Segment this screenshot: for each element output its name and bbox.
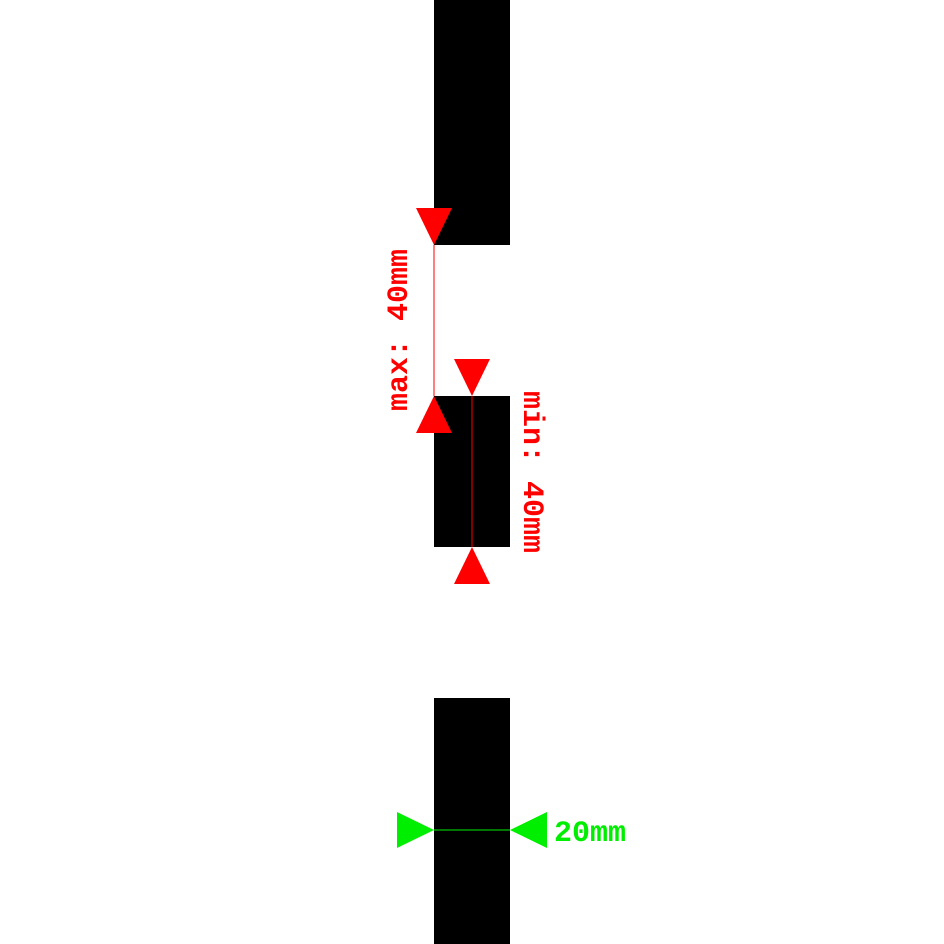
max-arrow-down-icon — [416, 208, 452, 245]
width-arrow-right-icon — [397, 812, 434, 848]
min-dimension-label: min: 40mm — [514, 391, 548, 553]
min-dash-dimension: min: 40mm — [454, 359, 548, 584]
width-dimension-label: 20mm — [554, 817, 626, 851]
max-gap-dimension: max: 40mm — [383, 208, 452, 433]
width-arrow-left-icon — [510, 812, 547, 848]
min-arrow-down-icon — [454, 359, 490, 396]
min-arrow-up-icon — [454, 547, 490, 584]
dash-segment-bottom — [434, 698, 510, 944]
max-arrow-up-icon — [416, 396, 452, 433]
width-dimension: 20mm — [397, 812, 626, 851]
max-dimension-label: max: 40mm — [383, 249, 417, 411]
dash-segment-top — [434, 0, 510, 245]
